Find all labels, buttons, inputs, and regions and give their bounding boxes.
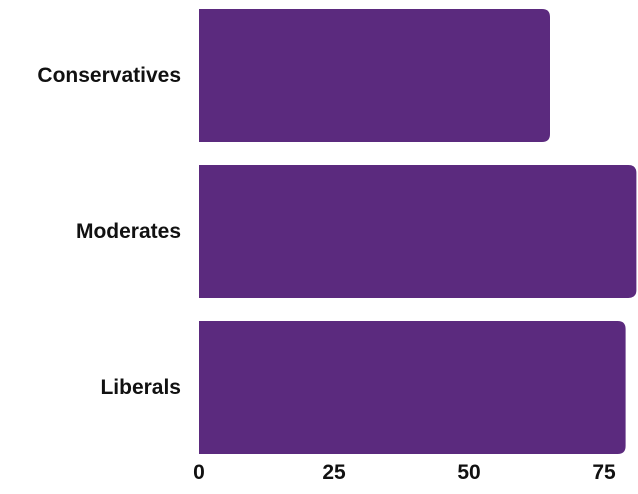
category-label-conservatives: Conservatives — [37, 64, 181, 87]
category-labels: Conservatives Moderates Liberals — [37, 64, 181, 399]
x-tick-label: 75 — [592, 461, 616, 484]
category-label-moderates: Moderates — [76, 220, 181, 243]
category-label-liberals: Liberals — [100, 376, 181, 399]
x-tick-label: 50 — [457, 461, 480, 484]
x-tick-label: 0 — [193, 461, 205, 484]
x-tick-label: 25 — [322, 461, 346, 484]
x-axis-tick-labels: 0 25 50 75 — [193, 461, 616, 484]
bars-group — [199, 9, 637, 454]
bar-liberals — [199, 321, 626, 454]
bar-conservatives — [199, 9, 550, 142]
bar-moderates — [199, 165, 637, 298]
